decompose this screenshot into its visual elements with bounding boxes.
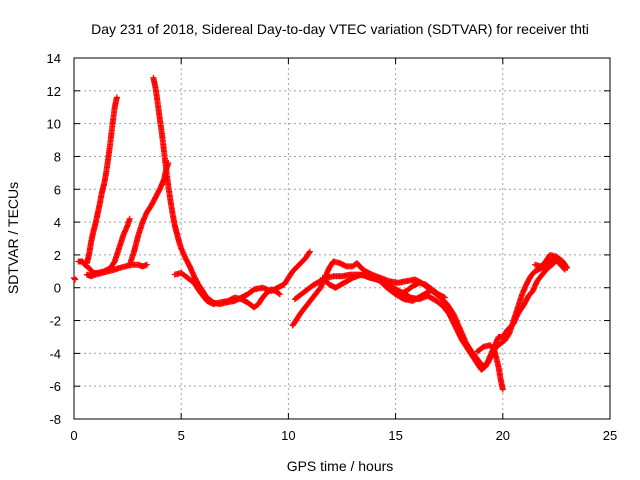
data-point xyxy=(113,94,120,101)
data-point xyxy=(499,386,506,393)
series-arc-9 xyxy=(291,256,566,373)
series-arc-13 xyxy=(531,251,571,272)
chart-title: Day 231 of 2018, Sidereal Day-to-day VTE… xyxy=(91,21,589,37)
y-tick-label: -2 xyxy=(49,314,61,329)
grid xyxy=(74,58,610,419)
plot-frame xyxy=(73,57,611,420)
y-axis-label: SDTVAR / TECUs xyxy=(5,182,21,294)
y-tick-label: 12 xyxy=(47,84,61,99)
y-tick-label: -4 xyxy=(49,346,61,361)
data-point xyxy=(143,261,150,268)
series-arc-1 xyxy=(71,274,79,283)
y-tick-label: 2 xyxy=(54,248,61,263)
data-point xyxy=(306,248,313,255)
data-point xyxy=(72,276,79,283)
x-tick-label: 20 xyxy=(496,428,510,443)
data-point xyxy=(564,265,571,272)
x-tick-label: 15 xyxy=(388,428,402,443)
y-tick-label: 10 xyxy=(47,117,61,132)
data-point xyxy=(126,215,133,222)
data-point xyxy=(563,263,570,270)
series-arc-2 xyxy=(75,215,133,276)
y-tick-label: -8 xyxy=(49,412,61,427)
y-tick-label: 14 xyxy=(47,51,61,66)
y-tick-label: 0 xyxy=(54,281,61,296)
y-tick-label: -6 xyxy=(49,379,61,394)
series-arc-12 xyxy=(384,279,448,301)
series-arc-7 xyxy=(171,269,283,311)
data-point xyxy=(306,249,313,256)
series-arc-11 xyxy=(474,342,506,393)
data-point xyxy=(441,294,448,301)
x-tick-label: 10 xyxy=(281,428,295,443)
series-arc-8 xyxy=(289,255,568,370)
x-tick-label: 5 xyxy=(178,428,185,443)
data-point xyxy=(275,290,282,297)
y-tick-label: 6 xyxy=(54,182,61,197)
series-arc-3 xyxy=(83,94,120,267)
data-markers xyxy=(71,74,571,393)
y-tick-label: 4 xyxy=(54,215,61,230)
axis-ticks: 0 5 10 15 20 25 -8 -6 -4 -2 0 2 4 6 8 10 12 14 xyxy=(47,51,618,443)
x-axis-label: GPS time / hours xyxy=(287,458,394,474)
y-tick-label: 8 xyxy=(54,149,61,164)
x-tick-label: 25 xyxy=(603,428,617,443)
data-point xyxy=(276,291,283,298)
x-tick-label: 0 xyxy=(70,428,77,443)
